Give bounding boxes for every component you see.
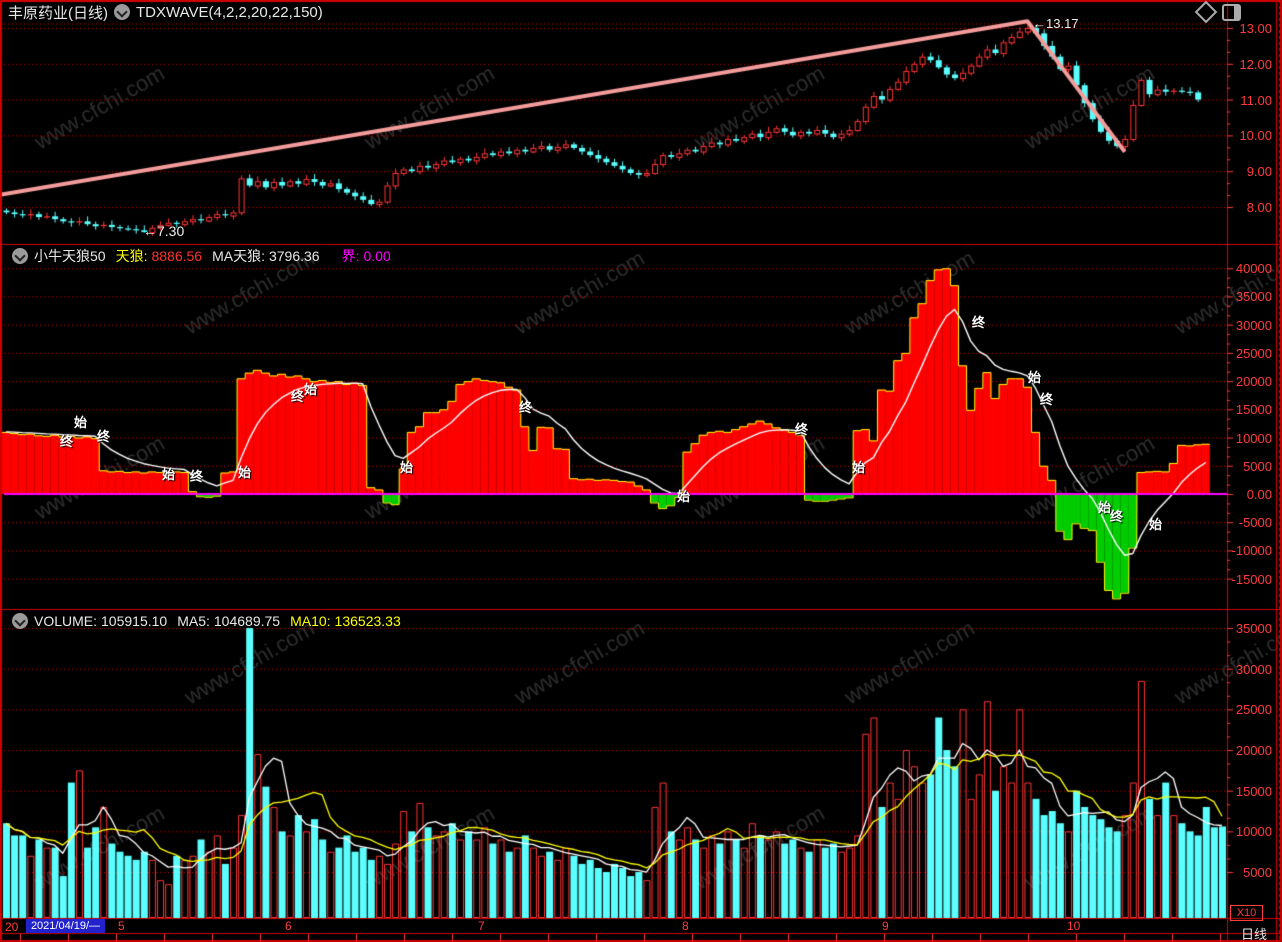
ma5-label: MA5:	[177, 613, 210, 629]
volume-value: 105915.10	[101, 613, 168, 629]
chevron-down-icon[interactable]	[12, 248, 28, 264]
wave-ma-label: MA天狼:	[212, 248, 265, 264]
wave-header: 小牛天狼50 天狼: 8886.56 MA天狼: 3796.36 界: 0.00	[6, 245, 391, 267]
indicator-label: TDXWAVE(4,2,2,20,22,150)	[136, 3, 323, 21]
chevron-down-icon[interactable]	[12, 613, 28, 629]
bound-label: 界:	[341, 248, 360, 264]
volume-label: VOLUME:	[34, 613, 98, 629]
main-header: 丰原药业(日线) TDXWAVE(4,2,2,20,22,150)	[8, 0, 323, 24]
ma5-value: 104689.75	[213, 613, 281, 629]
date-selection-box[interactable]: 2021/04/19/—	[26, 919, 105, 933]
ma10-value: 136523.33	[334, 613, 401, 629]
header-tools	[1190, 0, 1241, 24]
panel-icon[interactable]	[1222, 3, 1241, 21]
diamond-icon[interactable]	[1194, 0, 1218, 24]
yearbar-left-text: 20	[5, 920, 19, 934]
chevron-down-icon[interactable]	[114, 4, 130, 20]
stock-title: 丰原药业(日线)	[8, 4, 108, 22]
bound-value: 0.00	[363, 248, 391, 264]
period-selector[interactable]: 日线	[1241, 927, 1268, 942]
wave-ma-value: 3796.36	[268, 248, 320, 264]
wave-label: 天狼:	[115, 248, 148, 264]
volume-multiplier: X10	[1230, 905, 1263, 921]
wave-value: 8886.56	[151, 248, 203, 264]
wave-indicator-name: 小牛天狼50	[34, 248, 106, 264]
volume-header: VOLUME: 105915.10 MA5: 104689.75 MA10: 1…	[6, 610, 401, 632]
ma10-label: MA10:	[290, 613, 331, 629]
